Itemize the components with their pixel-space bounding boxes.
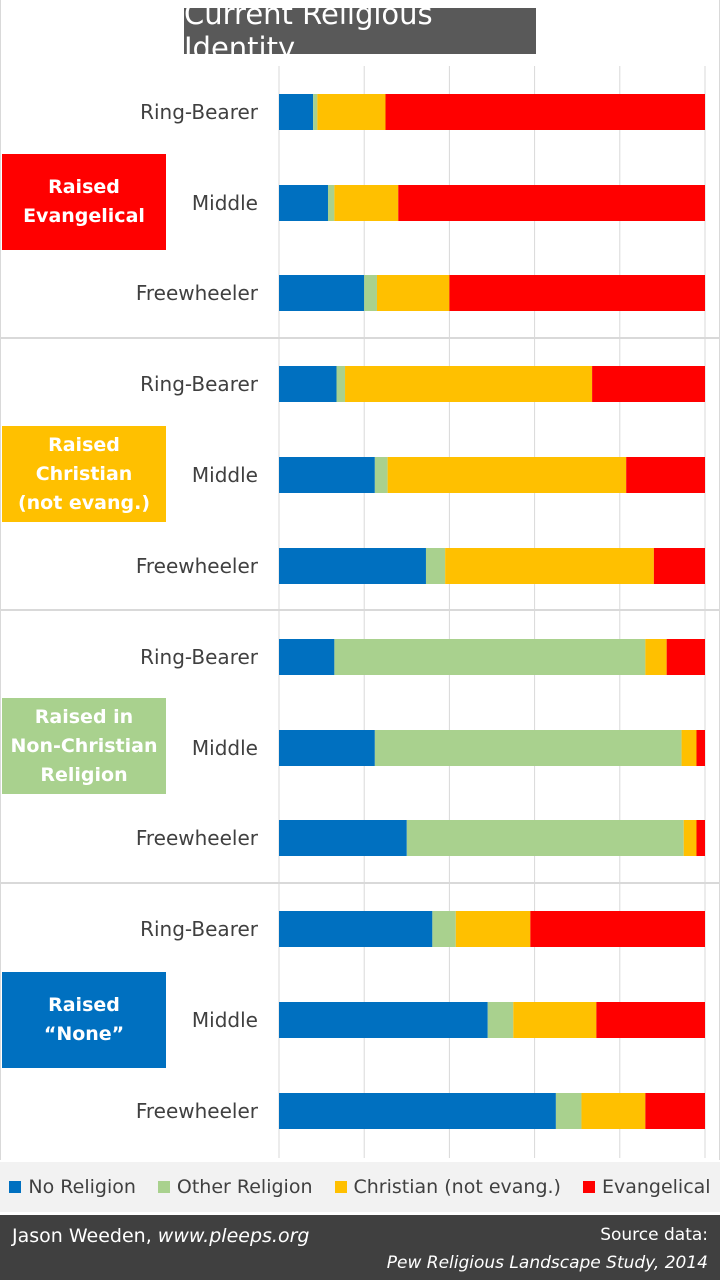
bar-segment-evangelical — [626, 457, 705, 493]
bar-segment-evangelical — [696, 730, 705, 766]
bar-segment-no-religion — [279, 366, 337, 402]
bar-segment-evangelical — [385, 94, 705, 130]
bar-segment-christian-not-evang — [681, 730, 697, 766]
bar-segment-evangelical — [653, 548, 705, 584]
author-name: Jason Weeden, — [12, 1225, 158, 1247]
bar-segment-no-religion — [279, 548, 426, 584]
group-label-line: Raised — [48, 994, 120, 1016]
source-label: Source data: — [600, 1225, 708, 1245]
bar-segment-christian-not-evang — [387, 457, 627, 493]
author-url[interactable]: www.pleeps.org — [157, 1225, 310, 1247]
bar-segment-christian-not-evang — [334, 185, 399, 221]
source-reference: Pew Religious Landscape Study, 2014 — [386, 1253, 708, 1273]
group-label-box: Raised in Non-Christian Religion — [2, 698, 166, 794]
legend-item-evangelical: Evangelical — [582, 1176, 711, 1198]
bar-segment-evangelical — [592, 366, 705, 402]
bar-segment-christian-not-evang — [683, 820, 697, 856]
bar-segment-christian-not-evang — [345, 366, 593, 402]
legend-swatch — [9, 1181, 22, 1193]
bar-segment-christian-not-evang — [645, 639, 667, 675]
group-label-line: Raised — [48, 433, 120, 456]
row-label: Freewheeler — [135, 281, 258, 305]
group-label-line: Evangelical — [23, 205, 145, 227]
bar-segment-other-religion — [487, 1002, 514, 1038]
legend-swatch — [582, 1181, 595, 1193]
chart-plot — [0, 0, 720, 1160]
legend-item-christian: Christian (not evang.) — [334, 1176, 561, 1198]
bar-segment-evangelical — [449, 275, 705, 311]
author-credit: Jason Weeden, www.pleeps.org — [12, 1225, 309, 1247]
row-label: Middle — [191, 191, 258, 215]
bar-segment-no-religion — [279, 730, 375, 766]
group-label-line: Raised in — [34, 705, 134, 728]
bar-segment-christian-not-evang — [455, 911, 531, 947]
legend-swatch — [334, 1181, 347, 1193]
bar-segment-other-religion — [313, 94, 318, 130]
bar-segment-christian-not-evang — [445, 548, 654, 584]
group-label-line: Religion — [40, 763, 128, 786]
bar-segment-no-religion — [279, 639, 335, 675]
group-label-box: Raised “None” — [2, 972, 166, 1068]
bar-segment-christian-not-evang — [376, 275, 450, 311]
legend-item-no-religion: No Religion — [9, 1176, 136, 1198]
row-label: Freewheeler — [135, 826, 258, 850]
bar-segment-no-religion — [279, 275, 365, 311]
row-label: Ring-Bearer — [140, 645, 258, 669]
legend-label: Other Religion — [176, 1176, 313, 1198]
bar-segment-no-religion — [279, 820, 407, 856]
bar-segment-no-religion — [279, 185, 328, 221]
bar-segment-no-religion — [279, 1093, 556, 1129]
row-label: Middle — [191, 736, 258, 760]
bar-segment-other-religion — [555, 1093, 582, 1129]
chart-title: Current Religious Identity — [184, 0, 536, 65]
row-label: Freewheeler — [135, 1099, 258, 1123]
group-label-box: Raised Evangelical — [2, 154, 166, 250]
bar-segment-no-religion — [279, 457, 375, 493]
bar-segment-evangelical — [530, 911, 705, 947]
bar-segment-christian-not-evang — [513, 1002, 597, 1038]
bar-segment-other-religion — [406, 820, 684, 856]
legend-label: Evangelical — [601, 1176, 711, 1198]
bar-segment-other-religion — [327, 185, 335, 221]
row-label: Middle — [191, 463, 258, 487]
bar-segment-no-religion — [279, 911, 433, 947]
row-label: Ring-Bearer — [140, 100, 258, 124]
bar-segment-evangelical — [645, 1093, 705, 1129]
bar-segment-evangelical — [596, 1002, 705, 1038]
row-label: Ring-Bearer — [140, 917, 258, 941]
bar-segment-christian-not-evang — [581, 1093, 646, 1129]
row-label: Freewheeler — [135, 554, 258, 578]
bar-segment-other-religion — [336, 366, 346, 402]
bar-segment-other-religion — [425, 548, 446, 584]
bar-segment-other-religion — [334, 639, 646, 675]
bar-segment-christian-not-evang — [317, 94, 386, 130]
legend: No Religion Other Religion Christian (no… — [0, 1162, 720, 1212]
bar-segment-evangelical — [696, 820, 705, 856]
bar-segment-no-religion — [279, 1002, 488, 1038]
row-label: Middle — [191, 1008, 258, 1032]
group-label-box: Raised Christian (not evang.) — [2, 426, 166, 522]
bar-segment-evangelical — [666, 639, 705, 675]
legend-swatch — [157, 1181, 170, 1193]
legend-item-other-religion: Other Religion — [157, 1176, 313, 1198]
bar-segment-other-religion — [374, 457, 388, 493]
bar-segment-evangelical — [398, 185, 705, 221]
footer: Jason Weeden, www.pleeps.org Source data… — [0, 1215, 720, 1280]
group-label-line: Non-Christian — [10, 734, 158, 757]
bar-segment-other-religion — [374, 730, 682, 766]
legend-label: No Religion — [28, 1176, 136, 1198]
bar-segment-other-religion — [364, 275, 377, 311]
row-label: Ring-Bearer — [140, 372, 258, 396]
bar-segment-other-religion — [432, 911, 456, 947]
group-label-line: Christian — [35, 462, 133, 485]
bar-segment-no-religion — [279, 94, 314, 130]
group-label-line: (not evang.) — [17, 491, 151, 514]
group-label-line: “None” — [43, 1023, 125, 1045]
group-label-line: Raised — [48, 176, 120, 198]
legend-label: Christian (not evang.) — [353, 1176, 561, 1198]
